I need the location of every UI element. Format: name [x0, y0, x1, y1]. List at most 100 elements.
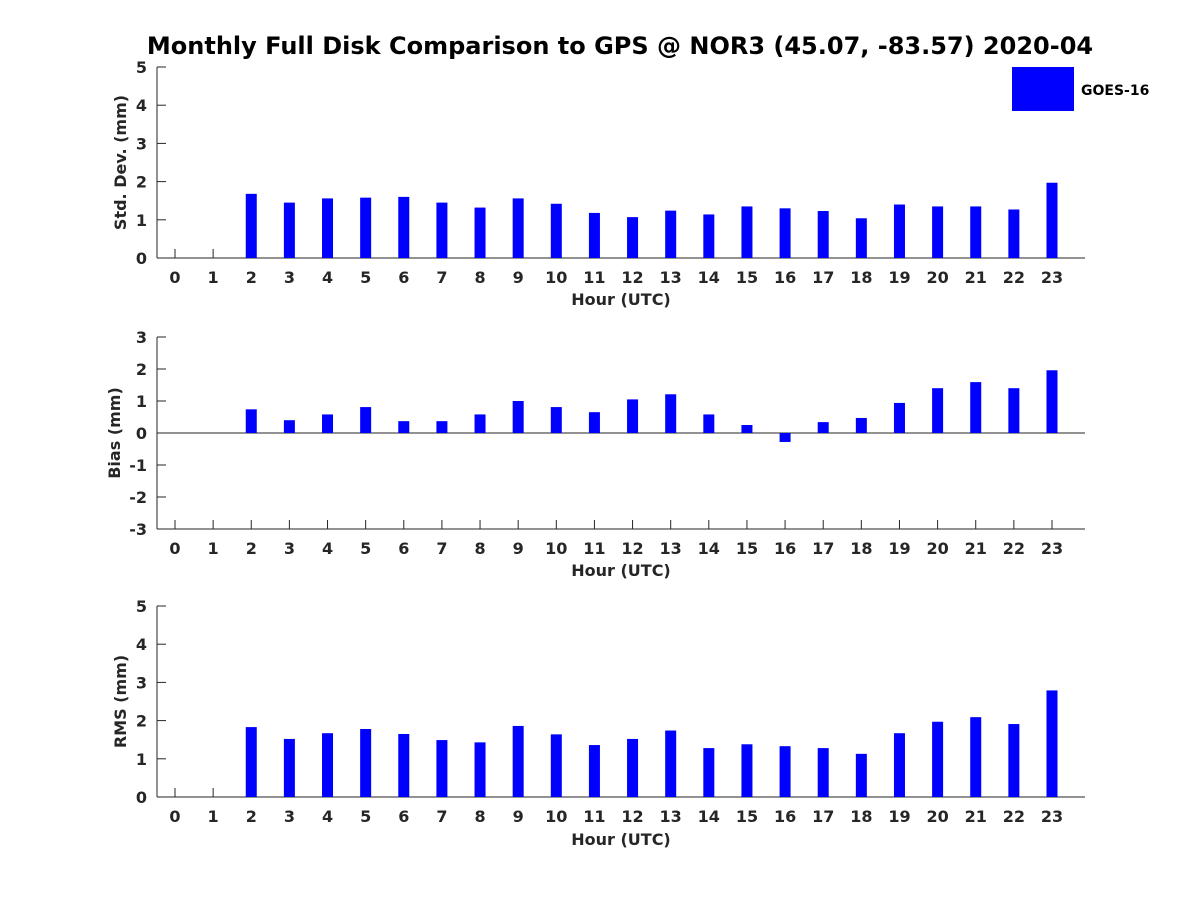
x-tick-label: 15 [736, 807, 758, 826]
bar-hour-6 [398, 733, 410, 797]
y-tick-label: 4 [136, 96, 147, 115]
x-tick-label: 12 [621, 807, 643, 826]
bar-hour-15 [741, 425, 753, 433]
bar-hour-14 [703, 748, 715, 797]
y-tick-label: 0 [136, 249, 147, 268]
bar-hour-2 [245, 727, 257, 797]
x-tick-label: 21 [965, 539, 987, 558]
y-tick-label: 5 [136, 597, 147, 616]
x-tick-label: 14 [698, 268, 720, 287]
y-tick-label: 2 [136, 360, 147, 379]
bar-hour-12 [627, 399, 639, 433]
x-tick-label: 22 [1003, 268, 1025, 287]
x-tick-label: 11 [583, 268, 605, 287]
bar-hour-5 [360, 407, 372, 433]
y-tick-label: 4 [136, 635, 147, 654]
x-tick-label: 10 [545, 268, 567, 287]
x-axis-label: Hour (UTC) [571, 561, 671, 580]
bar-hour-2 [245, 409, 257, 433]
bar-hour-19 [893, 402, 905, 433]
y-tick-label: 1 [136, 211, 147, 230]
bar-hour-3 [283, 738, 295, 797]
chart-title: Monthly Full Disk Comparison to GPS @ NO… [147, 32, 1093, 60]
x-tick-label: 18 [850, 268, 872, 287]
x-tick-label: 23 [1041, 807, 1063, 826]
bar-hour-18 [855, 753, 867, 797]
bar-hour-5 [360, 197, 372, 258]
bar-hour-8 [474, 414, 486, 433]
bar-hour-17 [817, 211, 829, 258]
x-tick-label: 11 [583, 539, 605, 558]
bar-hour-12 [627, 217, 639, 258]
bar-hour-9 [512, 401, 524, 433]
x-tick-label: 19 [888, 807, 910, 826]
x-tick-label: 3 [284, 807, 295, 826]
x-tick-label: 10 [545, 807, 567, 826]
x-tick-label: 7 [436, 539, 447, 558]
x-tick-label: 23 [1041, 268, 1063, 287]
bar-hour-6 [398, 421, 410, 433]
x-tick-label: 4 [322, 539, 333, 558]
bar-hour-21 [970, 717, 982, 797]
x-tick-label: 22 [1003, 807, 1025, 826]
x-tick-label: 5 [360, 807, 371, 826]
y-tick-label: -1 [129, 456, 147, 475]
bar-hour-16 [779, 746, 791, 797]
bar-hour-22 [1008, 724, 1020, 797]
x-tick-label: 2 [246, 539, 257, 558]
bar-hour-20 [932, 721, 944, 797]
x-tick-label: 0 [169, 539, 180, 558]
bar-hour-10 [550, 203, 562, 258]
bar-hour-13 [665, 394, 677, 433]
x-tick-label: 16 [774, 268, 796, 287]
bar-hour-4 [322, 733, 334, 797]
x-tick-label: 0 [169, 807, 180, 826]
bar-hour-18 [855, 417, 867, 433]
y-tick-label: 3 [136, 328, 147, 347]
y-tick-label: 3 [136, 134, 147, 153]
x-tick-label: 15 [736, 268, 758, 287]
bar-hour-6 [398, 196, 410, 258]
x-tick-label: 18 [850, 807, 872, 826]
x-tick-label: 3 [284, 268, 295, 287]
y-axis-label: RMS (mm) [111, 655, 130, 748]
x-tick-label: 9 [513, 807, 524, 826]
bar-hour-19 [893, 204, 905, 258]
y-tick-label: -3 [129, 520, 147, 539]
x-tick-label: 7 [436, 807, 447, 826]
x-tick-label: 8 [474, 807, 485, 826]
bar-hour-9 [512, 725, 524, 797]
x-tick-label: 19 [888, 539, 910, 558]
x-tick-label: 6 [398, 539, 409, 558]
bar-hour-23 [1046, 690, 1058, 797]
x-tick-label: 8 [474, 539, 485, 558]
y-axis-label: Bias (mm) [105, 387, 124, 479]
y-tick-label: 2 [136, 173, 147, 192]
x-tick-label: 16 [774, 539, 796, 558]
x-tick-label: 2 [246, 807, 257, 826]
bar-hour-23 [1046, 182, 1058, 258]
x-tick-label: 1 [208, 807, 219, 826]
y-tick-label: 1 [136, 392, 147, 411]
x-tick-label: 21 [965, 268, 987, 287]
x-tick-label: 15 [736, 539, 758, 558]
x-tick-label: 12 [621, 268, 643, 287]
bar-hour-21 [970, 382, 982, 433]
x-tick-label: 13 [660, 268, 682, 287]
bar-hour-22 [1008, 209, 1020, 258]
bar-hour-12 [627, 738, 639, 797]
x-tick-label: 14 [698, 539, 720, 558]
x-tick-label: 3 [284, 539, 295, 558]
bar-hour-4 [322, 198, 334, 258]
x-tick-label: 8 [474, 268, 485, 287]
bar-hour-14 [703, 214, 715, 258]
y-axis-label: Std. Dev. (mm) [111, 95, 130, 230]
x-tick-label: 4 [322, 807, 333, 826]
bar-hour-16 [779, 433, 791, 442]
bar-hour-3 [283, 202, 295, 258]
bar-hour-11 [588, 412, 600, 433]
bar-hour-7 [436, 740, 448, 797]
